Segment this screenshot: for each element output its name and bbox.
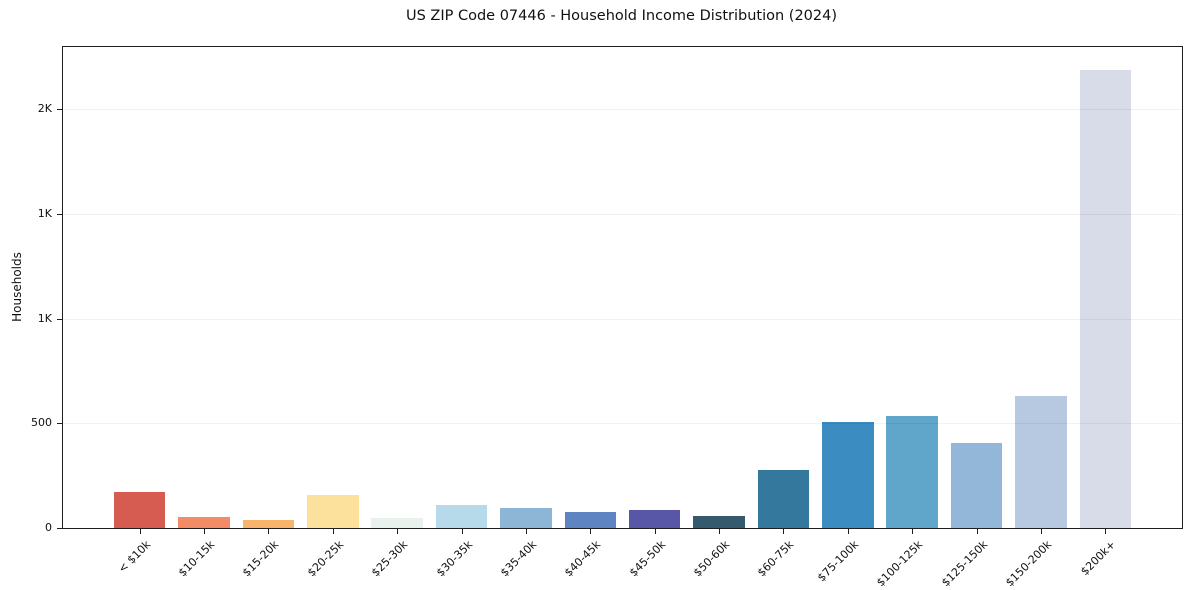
bar-$10-15k [178,517,230,528]
x-tick-mark [332,529,334,534]
plot-area [62,46,1183,529]
bar-$60-75k [757,469,810,528]
bar-< $10k [113,491,166,528]
bar-$35-40k [500,508,552,528]
bar-$150-200k [1015,396,1067,528]
x-tick-label: $60-75k [755,538,797,580]
x-tick-label: $200k+ [1078,538,1119,579]
x-tick-mark [268,529,270,534]
bar-$100-125k [886,415,938,528]
bar-$125-150k [950,443,1003,528]
chart-title: US ZIP Code 07446 - Household Income Dis… [405,8,838,24]
x-tick-mark [590,529,592,534]
x-tick-label: $20-25k [304,538,346,580]
x-tick-mark [976,529,978,534]
x-tick-label: $30-35k [433,538,475,580]
bar-$50-60k [693,516,745,528]
y-tick-mark [57,109,62,110]
grid-line [63,423,1182,425]
x-tick-label: $50-60k [690,538,733,580]
x-tick-mark [204,529,205,534]
x-tick-label: $10-15k [175,538,218,580]
bar-$30-35k [435,504,488,528]
bar-$40-45k [564,512,617,528]
bar-$25-30k [371,518,423,528]
x-tick-label: $35-40k [497,538,540,580]
bar-$200k+ [1079,69,1132,528]
x-tick-label: $40-45k [562,538,604,580]
x-tick-label: $125-150k [938,538,990,590]
y-tick-mark [57,213,62,215]
x-tick-mark [397,529,399,534]
x-tick-label: $45-50k [626,538,668,580]
x-tick-mark [1040,529,1042,534]
grid-line [63,318,1182,320]
y-tick-mark [57,318,62,320]
x-tick-mark [847,529,849,534]
x-tick-mark [139,529,141,534]
x-tick-mark [461,529,463,534]
y-tick-label: 500 [31,416,52,430]
x-tick-mark [525,529,527,534]
y-tick-mark [57,528,62,529]
x-tick-label: < $10k [115,538,153,576]
x-tick-label: $150-200k [1003,538,1055,590]
x-tick-label: $75-100k [814,538,862,585]
x-tick-mark [719,529,721,534]
x-tick-label: $100-125k [874,538,926,590]
bar-$75-100k [822,421,874,528]
y-tick-label: 1K [37,206,52,220]
x-tick-mark [783,529,785,534]
x-tick-mark [654,529,656,534]
x-tick-label: $25-30k [369,538,411,580]
y-tick-label: 0 [45,521,52,534]
y-tick-label: 1K [37,311,52,325]
x-tick-mark [1105,529,1107,534]
bar-$20-25k [307,495,359,528]
bar-$45-50k [628,509,681,528]
grid-line [63,109,1182,110]
x-tick-label: $15-20k [240,538,282,580]
y-tick-label: 2K [37,102,52,115]
grid-line [63,213,1182,215]
bar-$15-20k [242,520,295,528]
y-tick-mark [57,423,62,425]
x-tick-mark [912,529,914,534]
